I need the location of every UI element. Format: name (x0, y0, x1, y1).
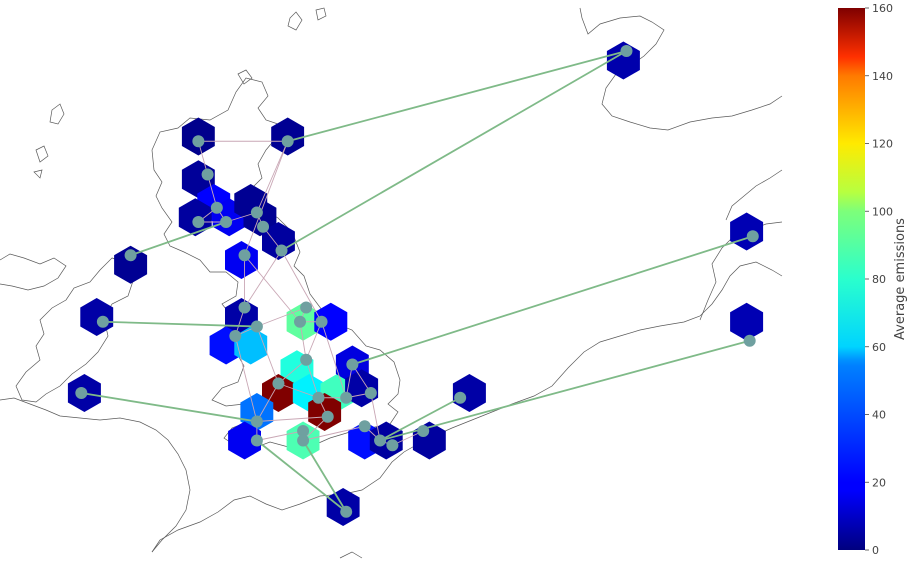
bus-node-9 (238, 249, 251, 262)
bus-node-18 (300, 353, 313, 366)
dc-link-3 (102, 320, 257, 328)
bus-node-20 (312, 391, 325, 404)
hex-cell-11 (80, 298, 114, 336)
bus-node-12 (238, 301, 251, 314)
bus-node-33 (454, 391, 467, 404)
coastline-shetland (287, 7, 327, 31)
bus-node-4 (192, 216, 205, 228)
ac-link-23 (305, 359, 319, 398)
dc-link-6 (302, 440, 347, 513)
bus-node-23 (364, 387, 377, 399)
dc-link-7 (352, 235, 754, 366)
coastlines (0, 7, 783, 559)
ac-link-21 (305, 321, 322, 360)
dc-link-2 (130, 221, 227, 257)
bus-node-17 (315, 315, 328, 328)
ac-link-19 (281, 250, 322, 322)
hex-cell-16 (314, 302, 348, 341)
bus-node-6 (250, 206, 263, 219)
bus-node-25 (250, 415, 263, 428)
hexbin-cells (67, 41, 764, 526)
bus-node-26 (250, 434, 263, 447)
bus-node-27 (297, 425, 310, 437)
bus-node-32 (417, 425, 430, 437)
bus-node-35 (340, 505, 353, 518)
dc-link-0 (287, 50, 627, 143)
dc-link-8 (379, 396, 461, 442)
bus-node-38 (743, 334, 756, 347)
bus-node-7 (257, 220, 270, 233)
bus-node-0 (192, 135, 205, 148)
dc-link-9 (379, 339, 750, 442)
bus-node-1 (281, 135, 294, 148)
dc-links (81, 50, 754, 513)
ac-link-43 (234, 335, 258, 422)
hex-cell-35 (730, 302, 764, 341)
bus-node-3 (210, 201, 223, 214)
bus-node-15 (300, 301, 313, 314)
bus-node-29 (358, 420, 371, 433)
bus-node-10 (124, 249, 137, 262)
bus-node-19 (272, 377, 285, 390)
bus-node-31 (386, 439, 399, 452)
bus-node-16 (294, 315, 306, 328)
bus-node-11 (96, 315, 109, 328)
coastline-hebrides (33, 103, 65, 179)
coastline-sweden (725, 169, 783, 221)
bus-node-8 (275, 244, 288, 257)
bus-node-37 (746, 230, 759, 243)
ac-link-41 (321, 321, 347, 398)
bus-node-21 (340, 391, 353, 404)
ac-link-22 (278, 359, 307, 384)
ac-link-18 (244, 254, 301, 323)
ac-link-42 (256, 326, 279, 384)
bus-node-5 (220, 216, 233, 228)
ac-link-20 (299, 321, 307, 360)
bus-node-30 (374, 434, 387, 447)
dc-link-5 (256, 439, 347, 513)
ac-link-24 (278, 383, 319, 399)
bus-node-34 (75, 387, 88, 399)
ac-link-15 (256, 307, 307, 327)
coastline-norway (579, 7, 783, 131)
hex-cell-14 (234, 326, 268, 365)
bus-nodes (75, 45, 759, 518)
bus-node-22 (346, 358, 359, 371)
ac-link-10 (244, 141, 289, 256)
ac-link-36 (302, 425, 365, 441)
hex-cell-25 (228, 421, 261, 460)
coastline-brittany (0, 397, 191, 553)
coastline-continent (151, 261, 783, 553)
coastline-islands (237, 69, 363, 559)
dc-link-4 (81, 392, 258, 423)
hex-cell-10 (114, 245, 148, 284)
dc-link-1 (281, 50, 627, 252)
bus-node-28 (297, 434, 310, 447)
bus-node-36 (620, 45, 633, 57)
bus-node-24 (321, 410, 334, 423)
ac-link-33 (256, 430, 304, 441)
hex-cell-34 (730, 212, 764, 251)
bus-node-14 (250, 320, 263, 333)
ac-link-30 (256, 383, 279, 422)
ac-link-12 (244, 250, 282, 308)
bus-node-2 (201, 168, 214, 181)
bus-node-13 (229, 330, 242, 342)
coastline-west-europe (0, 253, 67, 291)
ac-link-9 (256, 141, 289, 213)
ac-link-40 (370, 392, 381, 441)
hex-cell-24 (240, 393, 274, 431)
ac-link-31 (256, 416, 328, 422)
